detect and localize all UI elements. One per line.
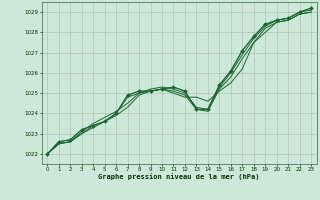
X-axis label: Graphe pression niveau de la mer (hPa): Graphe pression niveau de la mer (hPa) [99,173,260,180]
